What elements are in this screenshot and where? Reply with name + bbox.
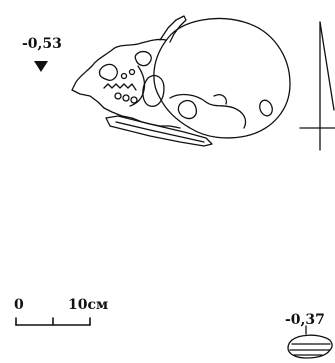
object-outline <box>287 334 333 359</box>
tooth-5 <box>128 68 136 76</box>
tooth-3 <box>130 96 138 104</box>
depth-marker-label-2: -0,37 <box>285 312 325 328</box>
bottom-right-object <box>287 325 333 359</box>
right-marker <box>299 21 335 151</box>
temporal-detail <box>177 99 198 120</box>
mandible-bone <box>105 115 213 147</box>
tooth-4 <box>120 72 128 80</box>
scale-label-start: 0 <box>14 297 24 313</box>
zygomatic-detail <box>129 65 146 107</box>
occipital-detail <box>213 94 228 105</box>
facial-skeleton <box>71 38 181 129</box>
scale-bar <box>15 317 91 326</box>
upper-fragment <box>159 15 187 43</box>
scale-label-end: 10см <box>68 297 109 313</box>
cranium-outline <box>153 17 291 139</box>
teeth-row <box>103 83 137 91</box>
skull-drawing <box>71 15 291 147</box>
depth-marker-label-1: -0,53 <box>22 36 62 52</box>
mandible-inner-line <box>115 121 205 143</box>
tooth-1 <box>114 92 122 100</box>
ear-opening <box>259 99 273 117</box>
maxilla-detail <box>98 63 118 81</box>
cranium-inner-contour <box>169 93 247 129</box>
down-triangle-icon <box>34 61 48 72</box>
tooth-2 <box>122 94 130 102</box>
nasal-detail <box>134 50 152 67</box>
right-marker-slant <box>319 21 335 111</box>
